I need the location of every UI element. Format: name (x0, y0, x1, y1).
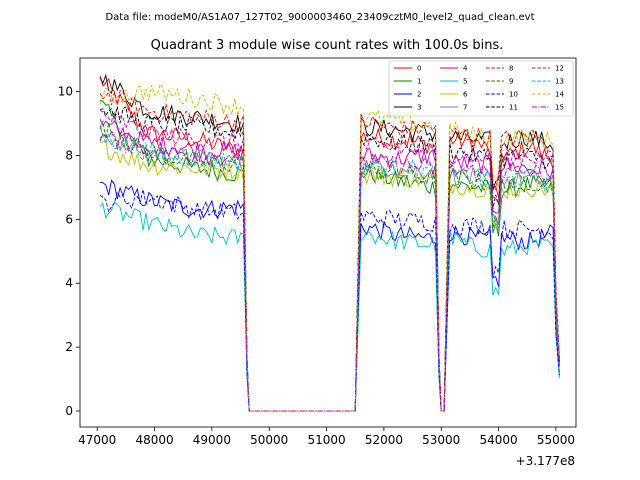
series-line-10 (99, 189, 560, 412)
series-line-8 (99, 89, 560, 412)
y-tick-label: 4 (65, 276, 73, 290)
legend-label-2: 2 (417, 91, 421, 99)
legend-label-4: 4 (463, 65, 468, 73)
x-tick-label: 50000 (250, 433, 288, 447)
legend-label-7: 7 (463, 104, 467, 112)
x-tick-label: 53000 (422, 433, 460, 447)
series-line-1 (99, 99, 560, 412)
series-line-2 (100, 179, 560, 412)
x-axis-offset-label: +3.177e8 (516, 454, 575, 468)
chart-title: Quadrant 3 module wise count rates with … (151, 38, 504, 53)
legend-label-10: 10 (509, 91, 518, 99)
legend-label-8: 8 (509, 65, 513, 73)
y-tick-label: 8 (65, 148, 73, 162)
legend-label-0: 0 (417, 65, 421, 73)
series-line-13 (99, 131, 560, 412)
legend-label-14: 14 (555, 91, 564, 99)
x-tick-label: 51000 (307, 433, 345, 447)
legend-box (388, 60, 574, 117)
x-tick-label: 49000 (193, 433, 231, 447)
legend-label-15: 15 (555, 104, 564, 112)
series-line-15 (99, 130, 560, 412)
y-tick-label: 10 (58, 85, 73, 99)
series-line-12 (99, 110, 560, 412)
legend-label-3: 3 (417, 104, 421, 112)
series-line-14 (99, 83, 560, 412)
legend-label-12: 12 (555, 65, 564, 73)
series-line-5 (99, 201, 560, 412)
legend-label-11: 11 (509, 104, 518, 112)
legend-label-13: 13 (555, 78, 564, 86)
y-tick-label: 0 (65, 404, 73, 418)
x-tick-label: 47000 (78, 433, 116, 447)
x-tick-label: 54000 (479, 433, 517, 447)
plot-frame (79, 57, 577, 428)
series-line-4 (99, 119, 560, 412)
y-axis-ticks: 0 2 4 6 8 10 (58, 85, 80, 418)
x-tick-label: 52000 (365, 433, 403, 447)
x-tick-label: 55000 (537, 433, 575, 447)
legend-label-5: 5 (463, 78, 467, 86)
legend-label-6: 6 (463, 91, 468, 99)
y-tick-label: 6 (65, 212, 73, 226)
x-axis-ticks: 47000 48000 49000 50000 51000 52000 53000 54000… (78, 427, 575, 447)
series-lines (99, 73, 560, 412)
chart-suptitle: Data file: modeM0/AS1A07_127T02_90000034… (105, 12, 534, 23)
legend-label-9: 9 (509, 78, 513, 86)
x-tick-label: 48000 (135, 433, 173, 447)
y-tick-label: 2 (65, 340, 73, 354)
legend-label-1: 1 (417, 78, 421, 86)
